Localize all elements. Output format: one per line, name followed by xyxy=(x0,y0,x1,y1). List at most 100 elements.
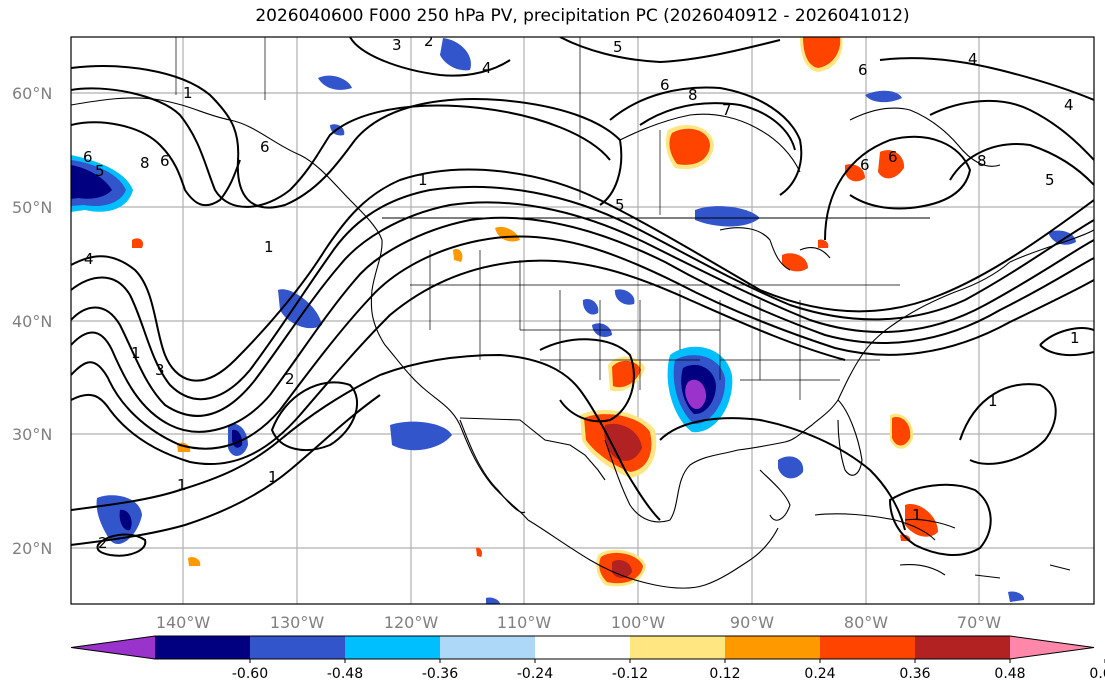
contour-pv-1-atlantic xyxy=(959,383,1057,465)
contour-pv-4-ne xyxy=(929,100,1094,161)
lat-label: 50°N xyxy=(12,198,52,217)
lat-label: 30°N xyxy=(12,425,52,444)
shade-neg-ms-valley-core xyxy=(685,379,707,410)
colorbar-tick-label: 0.60 xyxy=(1089,666,1105,682)
contour-pv-gyre xyxy=(71,121,241,207)
pv-contours xyxy=(71,37,1094,557)
contour-label: 4 xyxy=(482,59,492,77)
shade-neg-pacific-bottom xyxy=(486,597,500,604)
lon-label: 90°W xyxy=(730,613,774,632)
shade-neg-pacific-nw-core xyxy=(71,165,112,199)
shade-pos-idaho xyxy=(453,249,463,262)
colorbar-outline xyxy=(70,635,1095,660)
contour-label: 1 xyxy=(988,392,998,410)
contour-label: 8 xyxy=(140,154,150,172)
contour-label: 6 xyxy=(83,148,93,166)
shade-neg-hawaii xyxy=(96,495,142,544)
contour-pv-1-texas xyxy=(539,338,635,423)
colorbar-tick-label: 0.24 xyxy=(804,666,835,682)
longitude-labels: 140°W 130°W 120°W 110°W 100°W 90°W 80°W … xyxy=(156,613,1001,632)
colorbar-segment xyxy=(155,636,251,659)
shade-pos-pacific-s-3 xyxy=(476,547,483,557)
contour-label: 4 xyxy=(84,250,94,268)
contour-pv-quebec xyxy=(824,135,972,241)
contour-label: 8 xyxy=(977,152,987,170)
lon-label: 110°W xyxy=(497,613,552,632)
contour-label: 2 xyxy=(424,32,434,50)
shade-neg-ontario xyxy=(695,206,760,227)
contour-pv-6-canada xyxy=(609,86,803,196)
contour-pv-1-south-2 xyxy=(71,394,381,546)
contour-pv-1-south xyxy=(71,353,661,521)
shade-neg-hawaii-core xyxy=(119,509,132,531)
colorbar-tick-label: -0.60 xyxy=(232,666,268,682)
contour-labels: 3 2 4 5 6 8 7 1 1 6 5 6 8 4 5 1 1 2 1 1 … xyxy=(83,32,1080,552)
colorbar-tick-label: 0.36 xyxy=(899,666,930,682)
lon-label: 100°W xyxy=(611,613,666,632)
contour-pv-2-hawaii xyxy=(96,533,147,557)
colorbar-extend-low xyxy=(71,636,155,659)
contour-label: 6 xyxy=(260,138,270,156)
shade-neg-plains-2 xyxy=(614,289,635,305)
shade-neg-baja xyxy=(390,421,452,451)
contour-label: 7 xyxy=(722,101,732,119)
colorbar-segment xyxy=(820,636,916,659)
coast-yucatan xyxy=(759,469,791,521)
shade-pos-michigan xyxy=(782,253,808,272)
contour-label: 2 xyxy=(285,370,295,388)
contour-pv-north-1 xyxy=(71,65,623,209)
contour-pv-jet-6 xyxy=(71,259,846,466)
coast-hudson-bay xyxy=(619,113,801,173)
contour-pv-north-2 xyxy=(71,87,611,208)
contour-pv-8-ne xyxy=(949,143,1094,186)
colorbar-tick-label: -0.12 xyxy=(612,666,648,682)
coast-caribbean-islands xyxy=(899,564,1071,579)
coast-florida xyxy=(837,399,863,476)
shade-pos-texas-s-core xyxy=(604,423,642,461)
contour-label: 6 xyxy=(888,148,898,166)
contour-pv-2-closed xyxy=(270,381,359,451)
contour-label: 5 xyxy=(613,38,623,56)
contour-label: 8 xyxy=(688,86,698,104)
shade-pos-pacific-ne xyxy=(132,238,144,248)
contour-label: 5 xyxy=(95,162,105,180)
shade-pos-manitoba xyxy=(669,128,710,165)
coast-labrador xyxy=(849,107,1001,167)
colorbar-tick-label: -0.24 xyxy=(517,666,553,682)
colorbar-tick-label: 0.48 xyxy=(994,666,1025,682)
shade-neg-caribbean xyxy=(1008,591,1025,602)
contour-pv-jet-4 xyxy=(71,216,1094,433)
contour-label: 6 xyxy=(160,152,170,170)
contour-label: 1 xyxy=(177,476,187,494)
map-title: 2026040600 F000 250 hPa PV, precipitatio… xyxy=(255,6,910,26)
contour-pv-1-east xyxy=(1039,327,1094,357)
contour-label: 1 xyxy=(418,171,428,189)
lon-label: 80°W xyxy=(844,613,888,632)
contour-label: 1 xyxy=(264,238,274,256)
contour-label: 2 xyxy=(98,534,108,552)
contour-pv-3-top xyxy=(349,37,511,77)
lon-label: 130°W xyxy=(270,613,325,632)
colorbar: -0.60 -0.48 -0.36 -0.24 -0.12 0.12 0.24 0.36 0.4… xyxy=(70,635,1105,682)
coast-cuba xyxy=(814,513,956,541)
lat-label: 20°N xyxy=(12,539,52,558)
contour-label: 1 xyxy=(268,468,278,486)
precipitation-shading xyxy=(71,37,1076,604)
shade-neg-canada-north xyxy=(440,38,471,71)
contour-pv-jet-3 xyxy=(71,201,1094,417)
contour-label: 6 xyxy=(858,61,868,79)
colorbar-segment xyxy=(630,636,726,659)
contour-label: 5 xyxy=(1045,171,1055,189)
shade-pos-michigan-2 xyxy=(818,239,829,248)
shade-pos-bahamas xyxy=(892,417,911,446)
contour-label: 6 xyxy=(660,76,670,94)
colorbar-extend-high xyxy=(1010,636,1094,659)
contour-pv-jet-1 xyxy=(71,168,1094,382)
province-borders xyxy=(175,37,661,215)
contour-label: 5 xyxy=(615,196,625,214)
shade-neg-plains-1 xyxy=(582,299,599,315)
contour-pv-jet-5 xyxy=(71,235,1094,450)
contour-label: 3 xyxy=(155,361,165,379)
latitude-labels: 60°N 50°N 40°N 30°N 20°N xyxy=(12,84,52,558)
